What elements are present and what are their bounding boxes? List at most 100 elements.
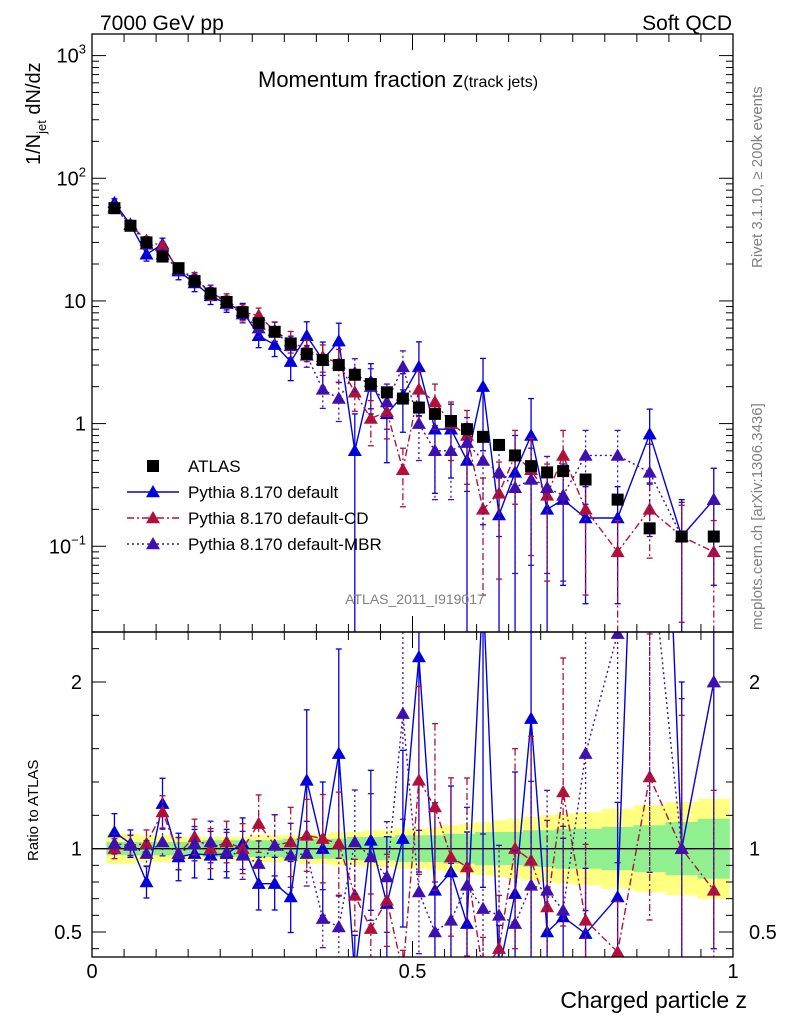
ratio-errbar-cd xyxy=(463,777,470,957)
point-atlas xyxy=(509,449,522,462)
ratio-ytick-label-right: 2 xyxy=(749,672,760,694)
ratio-errbar-mbr xyxy=(191,825,198,862)
point-cd xyxy=(642,502,657,515)
ratio-ytick-label-left: 2 xyxy=(71,672,82,694)
line-mbr xyxy=(113,205,715,538)
ratio-point-mbr xyxy=(427,925,442,938)
ratio-ytick-label-left: 0.5 xyxy=(54,922,82,944)
point-cd xyxy=(363,411,378,424)
errbar-mbr xyxy=(431,425,438,501)
main-ytick-label-exp: 2 xyxy=(79,164,86,179)
ratio-errbar-mbr xyxy=(678,698,685,957)
point-cd xyxy=(556,448,571,461)
ratio-point-default xyxy=(267,876,282,889)
ratio-point-mbr xyxy=(171,846,186,859)
point-mbr xyxy=(556,488,571,501)
legend-item: Pythia 8.170 default-CD xyxy=(127,509,369,528)
ratio-point-mbr xyxy=(674,841,689,854)
ratio-point-mbr xyxy=(443,913,458,926)
ratio-errbar-mbr xyxy=(399,632,406,820)
point-default xyxy=(299,328,314,342)
point-mbr xyxy=(411,416,426,429)
ratio-errbar-mbr xyxy=(463,806,470,957)
point-default xyxy=(331,334,346,347)
point-cd xyxy=(411,382,426,395)
point-atlas xyxy=(579,473,592,486)
point-default xyxy=(540,502,555,515)
point-mbr xyxy=(706,492,721,505)
errbar-mbr xyxy=(560,463,567,582)
ratio-marks xyxy=(92,632,733,957)
ratio-point-cd xyxy=(283,835,298,848)
ratio-point-mbr xyxy=(411,885,426,898)
point-cd xyxy=(578,502,593,515)
ratio-errbar-mbr xyxy=(239,830,246,880)
errbar-mbr xyxy=(271,321,278,343)
point-atlas xyxy=(188,275,201,288)
errbar-mbr xyxy=(544,455,551,575)
point-atlas xyxy=(611,493,624,506)
ratio-point-mbr xyxy=(476,901,491,914)
point-default xyxy=(578,510,593,524)
point-atlas xyxy=(707,530,720,543)
point-default xyxy=(267,337,282,350)
errbar-mbr xyxy=(399,350,406,391)
point-atlas xyxy=(412,401,425,414)
main-ytick-label-exp: −1 xyxy=(71,532,86,547)
ratio-errbar-mbr xyxy=(367,793,374,921)
ratio-point-cd xyxy=(139,836,154,849)
ratio-point-cd xyxy=(331,836,346,849)
ratio-point-mbr xyxy=(139,846,154,859)
x-axis-label: Charged particle z xyxy=(560,987,747,1013)
ratio-errbar-mbr xyxy=(496,844,503,957)
ratio-point-cd xyxy=(492,941,507,954)
errbar-mbr xyxy=(463,416,470,493)
point-mbr xyxy=(395,359,410,373)
ratio-point-default xyxy=(578,926,593,939)
point-default xyxy=(427,422,442,435)
ratio-point-mbr xyxy=(508,916,523,929)
ratio-errbar-mbr xyxy=(159,827,166,857)
ratio-errbar-cd xyxy=(319,793,326,884)
errbar-mbr xyxy=(335,381,342,423)
ratio-errbar-cd xyxy=(710,789,717,957)
ratio-point-cd xyxy=(315,831,330,844)
errbar-mbr xyxy=(710,467,717,587)
ratio-point-mbr xyxy=(347,835,362,848)
point-mbr xyxy=(492,465,507,478)
header-left: 7000 GeV pp xyxy=(100,12,224,35)
ratio-point-default xyxy=(524,711,539,724)
point-atlas xyxy=(284,337,297,350)
legend-marker-cd xyxy=(146,511,160,524)
point-atlas xyxy=(268,325,281,338)
ratio-point-mbr xyxy=(219,845,234,858)
point-atlas xyxy=(675,530,688,543)
ratio-point-mbr xyxy=(578,746,593,759)
ratio-point-default xyxy=(299,773,314,786)
point-mbr xyxy=(443,443,458,457)
ratio-ytick-label-right: 1 xyxy=(749,839,760,861)
point-atlas xyxy=(380,386,393,399)
ratio-errbar-cd xyxy=(560,657,567,927)
ratio-point-mbr xyxy=(610,632,625,639)
main-title-text: Momentum fraction z xyxy=(258,67,463,92)
ratio-errbar-mbr xyxy=(223,831,230,873)
point-atlas xyxy=(172,262,185,275)
xtick-label: 1 xyxy=(727,961,738,983)
errbar-mbr xyxy=(646,443,653,538)
errbar-cd xyxy=(496,461,503,580)
ratio-point-cd xyxy=(706,883,721,896)
ratio-point-mbr xyxy=(187,836,202,849)
ratio-point-mbr xyxy=(251,856,266,869)
ratio-point-default xyxy=(139,875,154,888)
point-atlas xyxy=(643,522,656,535)
point-mbr xyxy=(476,453,491,466)
ratio-point-default xyxy=(107,825,122,838)
main-ytick-label: 103 xyxy=(57,42,86,68)
main-ytick-label-base: 10 xyxy=(57,46,79,68)
ratio-point-cd xyxy=(578,913,593,926)
xtick-label: 0 xyxy=(86,961,97,983)
point-cd xyxy=(492,486,507,499)
